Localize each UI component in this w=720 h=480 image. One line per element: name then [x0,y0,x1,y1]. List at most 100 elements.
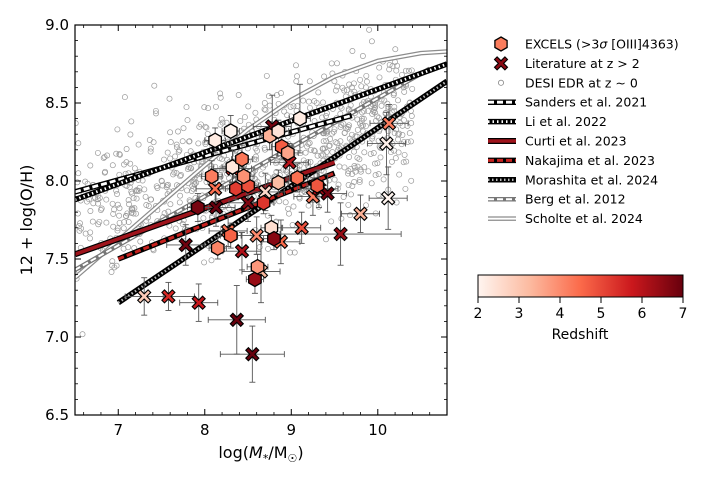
desi-point [75,120,79,127]
desi-point [305,140,312,147]
data-markers [136,110,397,362]
desi-point [282,199,289,206]
desi-point [261,100,268,106]
desi-point [345,170,351,177]
literature-marker [229,312,245,328]
desi-point [354,116,361,123]
desi-point [147,145,154,152]
desi-point [328,60,335,67]
y-tick-label: 9.0 [45,16,69,34]
desi-point [101,169,108,176]
desi-point [305,202,312,209]
desi-point [133,195,140,202]
literature-marker [245,346,260,362]
desi-point [97,207,104,213]
desi-point [113,150,120,157]
desi-point [359,109,366,116]
desi-point [254,179,261,185]
desi-point [110,223,117,230]
desi-point [143,202,150,208]
desi-point [400,159,407,166]
desi-point [356,176,363,183]
desi-point [202,141,209,147]
desi-point [311,147,318,154]
desi-point [134,187,141,194]
desi-point [109,200,116,207]
desi-point [265,174,272,181]
desi-point [141,186,148,193]
desi-point [409,85,416,92]
desi-point [335,181,342,188]
desi-point [346,122,353,129]
axis-ticks: 7 8 9 10 6.5 7.0 7.5 8.0 8.5 9.0 [45,16,447,439]
desi-point [328,218,335,225]
desi-point [323,137,330,144]
desi-point [161,156,167,163]
desi-point [291,249,298,256]
x-tick-label: 10 [368,421,387,439]
desi-point [323,113,329,119]
legend-label: Sanders et al. 2021 [525,95,647,110]
desi-point [346,154,353,160]
desi-point [396,171,403,178]
desi-point [262,107,269,114]
desi-point [340,120,347,127]
desi-point [408,120,415,127]
excels-marker [210,240,225,257]
excels-marker [256,194,271,211]
desi-point [284,112,291,119]
desi-point [82,230,89,237]
desi-point [113,187,120,194]
colorbar-ticks: 2 3 4 5 6 7 [474,297,687,322]
desi-point [395,97,401,104]
desi-point [145,203,152,209]
desi-point [110,210,117,217]
desi-point [395,131,402,138]
literature-marker [249,228,264,243]
desi-point [116,151,123,158]
y-tick-label: 7.5 [45,250,69,268]
desi-point [356,179,363,186]
desi-point [399,132,406,138]
desi-point [302,149,309,156]
desi-point [326,142,333,149]
desi-point [349,84,355,91]
desi-point [131,165,138,172]
desi-point [191,178,198,185]
desi-point [114,201,121,208]
desi-point [376,64,383,71]
desi-point [103,196,110,203]
desi-point [330,128,337,135]
desi-point [109,258,116,265]
desi-point [320,145,327,152]
excels-marker [190,199,205,216]
desi-point [121,94,128,101]
desi-point [130,195,137,202]
literature-marker [207,181,223,197]
desi-point [349,183,356,189]
x-axis-title: log(M*/M☉) [218,443,303,465]
desi-point [348,191,354,198]
desi-point [127,131,134,138]
desi-point [372,172,379,179]
desi-point [392,155,399,162]
desi-point [150,139,157,146]
desi-point [173,144,180,151]
desi-point [223,119,230,126]
desi-point [345,168,352,174]
x-tick-label: 9 [287,421,297,439]
desi-point [358,115,365,122]
legend-label: Berg et al. 2012 [525,192,626,207]
desi-point [165,208,172,215]
desi-point [372,160,378,167]
desi-point [184,117,191,124]
desi-point [408,138,414,145]
desi-point [332,87,339,94]
desi-point [326,143,333,150]
desi-point [184,187,190,194]
desi-point [98,205,105,212]
desi-point [375,192,382,198]
desi-point [293,62,299,69]
desi-point [402,185,409,192]
desi-point [311,148,318,155]
